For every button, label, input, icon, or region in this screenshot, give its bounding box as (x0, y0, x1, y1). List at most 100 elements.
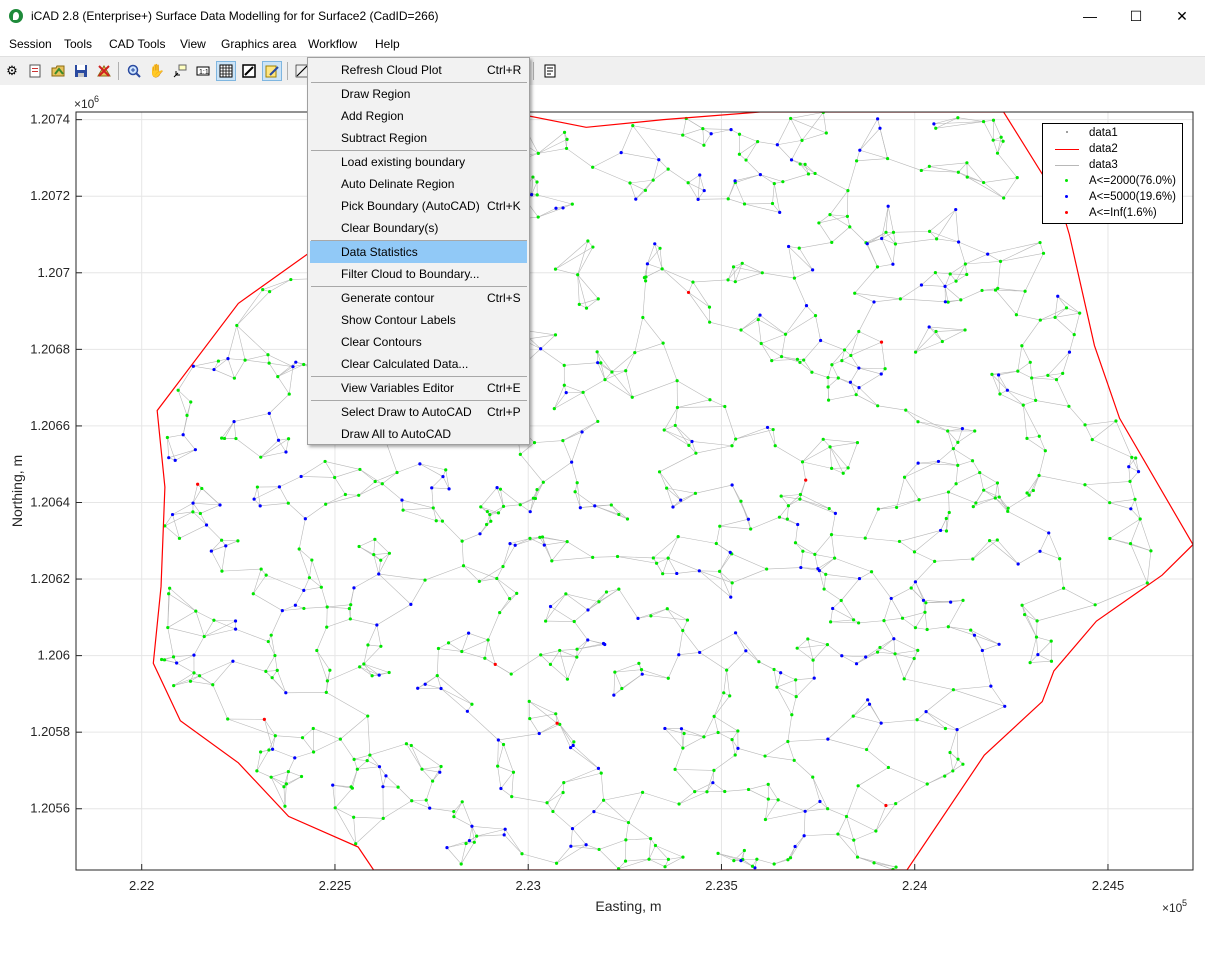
data-point (649, 837, 652, 840)
data-point (824, 573, 827, 576)
close-button[interactable]: ✕ (1159, 0, 1205, 32)
data-point (1015, 313, 1018, 316)
menu-item-shortcut: Ctrl+K (487, 199, 521, 213)
one-to-one-icon[interactable]: 1:1 (193, 61, 213, 81)
menu-item-draw-all-to-autocad[interactable]: Draw All to AutoCAD (310, 423, 527, 445)
pan-hand-icon[interactable]: ✋ (147, 61, 167, 81)
data-point (328, 669, 331, 672)
data-point (220, 437, 223, 440)
data-point (710, 132, 713, 135)
data-point (352, 586, 355, 589)
menu-item-clear-boundary-s[interactable]: Clear Boundary(s) (310, 217, 527, 239)
note-icon[interactable] (262, 61, 282, 81)
menu-item-label: Add Region (341, 109, 404, 123)
menu-item-add-region[interactable]: Add Region (310, 105, 527, 127)
data-point (666, 607, 669, 610)
data-point (855, 393, 858, 396)
data-point (496, 765, 499, 768)
data-point (211, 683, 214, 686)
menu-item-load-existing-boundary[interactable]: Load existing boundary (310, 151, 527, 173)
data-point (857, 366, 860, 369)
menu-item-clear-contours[interactable]: Clear Contours (310, 331, 527, 353)
data-point (1127, 465, 1130, 468)
data-point (667, 168, 670, 171)
data-point (475, 835, 478, 838)
data-point (196, 483, 199, 486)
data-cursor-icon[interactable] (170, 61, 190, 81)
settings-icon[interactable]: ⚙ (2, 61, 22, 81)
data-point (264, 670, 267, 673)
menu-workflow[interactable]: Workflow (308, 37, 357, 51)
grid-icon[interactable] (216, 61, 236, 81)
data-point (840, 654, 843, 657)
maximize-button[interactable]: ☐ (1113, 0, 1159, 32)
menu-graphics-area[interactable]: Graphics area (221, 37, 296, 51)
zoom-in-icon[interactable] (124, 61, 144, 81)
data-point (1067, 405, 1070, 408)
new-document-icon[interactable] (25, 61, 45, 81)
data-point (460, 862, 463, 865)
legend[interactable]: data1 data2 data3 A<=2000(76.0%) A<=5000… (1042, 123, 1183, 224)
data-point (994, 496, 997, 499)
menu-session[interactable]: Session (9, 37, 52, 51)
data-point (811, 268, 814, 271)
data-point (1083, 483, 1086, 486)
data-point (535, 488, 538, 491)
data-point (978, 471, 981, 474)
menu-view[interactable]: View (180, 37, 206, 51)
data-point (798, 361, 801, 364)
data-point (578, 303, 581, 306)
data-point (375, 623, 378, 626)
data-point (708, 398, 711, 401)
edit-window-icon[interactable] (239, 61, 259, 81)
data-point (596, 420, 599, 423)
toolbar: ⚙ ✋ 1:1 (0, 56, 1205, 86)
data-point (701, 127, 704, 130)
data-point (913, 657, 916, 660)
data-point (627, 821, 630, 824)
menu-help[interactable]: Help (375, 37, 400, 51)
menu-item-auto-delinate-region[interactable]: Auto Delinate Region (310, 173, 527, 195)
data-point (794, 845, 797, 848)
menu-item-draw-region[interactable]: Draw Region (310, 83, 527, 105)
data-point (466, 710, 469, 713)
data-point (420, 768, 423, 771)
minimize-button[interactable]: — (1067, 0, 1113, 32)
save-icon[interactable] (71, 61, 91, 81)
data-point (271, 676, 274, 679)
menu-item-subtract-region[interactable]: Subtract Region (310, 127, 527, 149)
data-point (616, 555, 619, 558)
menu-item-clear-calculated-data[interactable]: Clear Calculated Data... (310, 353, 527, 375)
y-tick-label: 1.2056 (30, 801, 70, 816)
data-point (937, 460, 940, 463)
menu-tools[interactable]: Tools (64, 37, 92, 51)
data-point (362, 662, 365, 665)
menu-item-pick-boundary-autocad[interactable]: Pick Boundary (AutoCAD)Ctrl+K (310, 195, 527, 217)
data-point (166, 626, 169, 629)
menu-item-data-statistics[interactable]: Data Statistics (310, 241, 527, 263)
menu-cad-tools[interactable]: CAD Tools (109, 37, 165, 51)
data-point (1037, 474, 1040, 477)
data-point (586, 608, 589, 611)
data-point (366, 759, 369, 762)
data-point (837, 376, 840, 379)
menu-item-filter-cloud-to-boundary[interactable]: Filter Cloud to Boundary... (310, 263, 527, 285)
data-point (952, 688, 955, 691)
data-point (268, 362, 271, 365)
data-point (787, 245, 790, 248)
data-point (813, 677, 816, 680)
data-point (708, 305, 711, 308)
open-folder-icon[interactable] (48, 61, 68, 81)
data-point (212, 619, 215, 622)
menu-item-show-contour-labels[interactable]: Show Contour Labels (310, 309, 527, 331)
data-point (866, 698, 869, 701)
export-icon[interactable] (94, 61, 114, 81)
data-point (626, 517, 629, 520)
properties-icon[interactable] (540, 61, 560, 81)
